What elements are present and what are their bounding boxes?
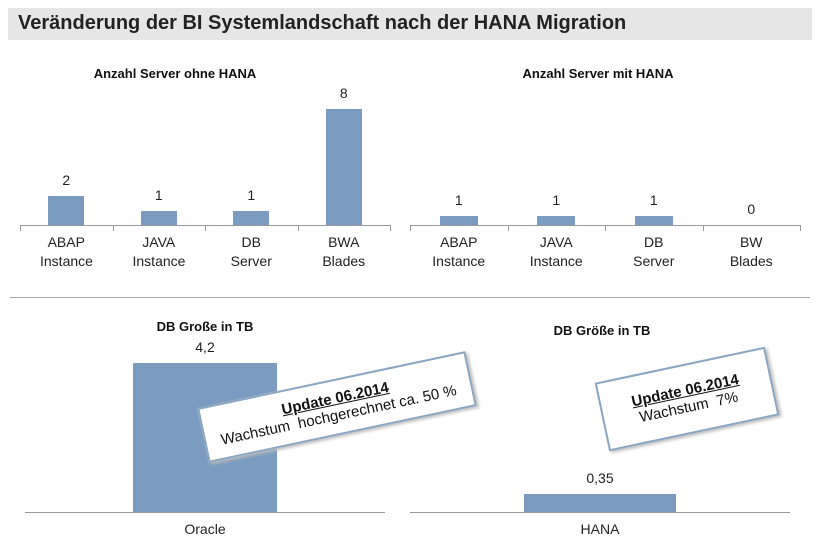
bar — [325, 109, 362, 225]
axis-tick — [112, 225, 114, 231]
bar — [537, 215, 576, 225]
bar — [634, 215, 673, 225]
axis-tick — [800, 225, 801, 231]
divider — [10, 297, 810, 298]
value-label: 0 — [747, 201, 756, 217]
value-label: 0,35 — [586, 469, 614, 486]
x-tick-label: DB Server — [633, 234, 675, 269]
axis-tick — [205, 225, 206, 231]
axis-tick — [702, 225, 704, 231]
axis-tick — [410, 225, 411, 231]
bar — [233, 210, 270, 225]
bar — [48, 196, 85, 225]
axis-tick — [507, 225, 509, 231]
axis-tick — [20, 225, 21, 231]
value-label: 1 — [454, 191, 463, 208]
chart-title: DB Größe in TB — [553, 323, 651, 338]
x-tick-label: DB Server — [230, 234, 272, 269]
chart-title: DB Große in TB — [156, 319, 254, 334]
annotation: Update 06.2014 Wachstum 7% — [594, 346, 780, 452]
value-label: 8 — [339, 85, 348, 102]
x-tick-label: BWA Blades — [322, 234, 366, 269]
value-label: 1 — [552, 191, 561, 208]
x-tick-label: JAVA Instance — [132, 234, 186, 269]
axis-tick — [297, 225, 299, 231]
x-axis — [25, 512, 385, 513]
x-tick-label: ABAP Instance — [40, 234, 93, 269]
bar — [524, 493, 676, 512]
value-label: 1 — [154, 186, 163, 203]
x-tick-label: BW Blades — [729, 234, 773, 269]
chart-title: Anzahl Server ohne HANA — [93, 66, 257, 81]
bar — [439, 215, 478, 225]
x-tick-label: ABAP Instance — [432, 234, 486, 269]
x-tick-label: JAVA Instance — [529, 234, 583, 269]
bar — [140, 210, 177, 225]
slide-title: Veränderung der BI Systemlandschaft nach… — [18, 12, 627, 34]
value-label: 1 — [649, 191, 658, 208]
value-label: 4,2 — [195, 338, 215, 355]
chart-title: Anzahl Server mit HANA — [522, 66, 674, 81]
x-axis — [410, 512, 790, 513]
value-label: 1 — [247, 186, 256, 203]
x-tick-label: HANA — [580, 521, 620, 537]
value-label: 2 — [62, 172, 71, 189]
axis-tick — [390, 225, 391, 231]
title-bar — [8, 8, 812, 40]
axis-tick — [605, 225, 606, 231]
x-tick-label: Oracle — [184, 521, 226, 537]
